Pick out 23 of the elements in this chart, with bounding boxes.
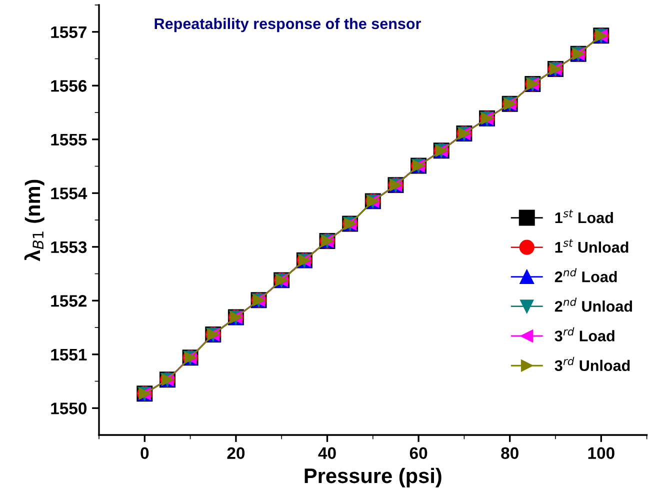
y-tick-label: 1551 [51,348,87,361]
legend-label: 1$^{st}$ Unload [555,239,628,253]
y-tick-label: 1554 [51,188,88,200]
legend-label: 2$^{nd}$ Unload [554,298,632,312]
x-axis-title: Pressure (psi) [304,468,442,488]
x-tick-label: 80 [501,447,518,460]
x-tick-label: 0 [140,447,149,460]
y-tick-label: 1555 [51,134,87,146]
y-tick-label: 1556 [51,80,87,92]
y-tick-label: 1553 [51,241,87,254]
x-tick-label: 60 [410,447,428,460]
y-axis-title: λ$_{B1}$ (nm) [24,180,44,262]
y-tick-label: 1550 [51,402,87,414]
y-tick-label: 1552 [51,295,87,307]
legend-label: 3$^{rd}$ Unload [554,356,630,372]
x-tick-label: 40 [318,447,336,460]
annotation: Repeatability response of the sensor [154,18,421,32]
legend-label: 1$^{st}$ Load [555,210,613,224]
x-tick-label: 100 [588,447,614,460]
legend-label: 3$^{rd}$ Load [554,327,614,342]
x-tick-label: 20 [227,447,245,460]
legend-label: 2$^{nd}$ Load [554,268,617,282]
y-tick-label: 1557 [51,26,86,38]
